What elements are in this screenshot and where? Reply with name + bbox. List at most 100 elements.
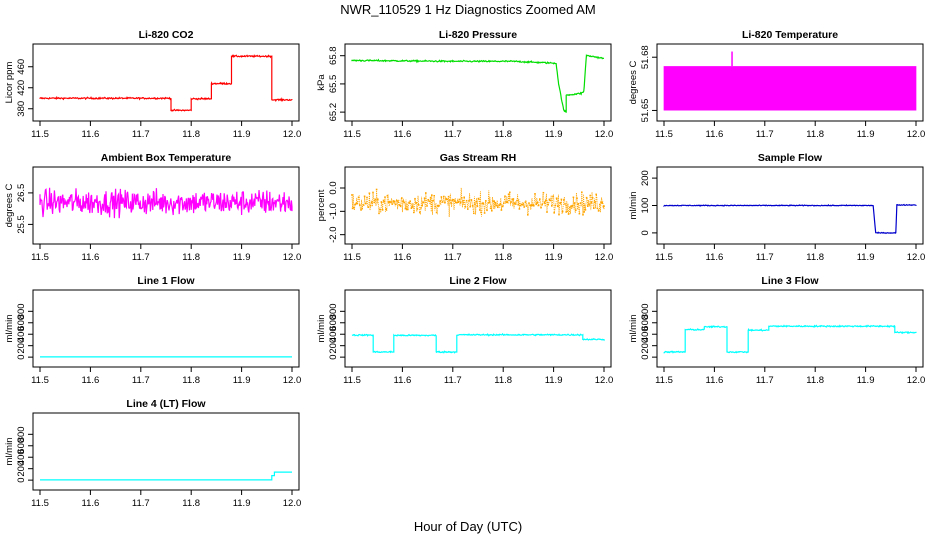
series-group bbox=[663, 203, 917, 235]
figure-xlabel: Hour of Day (UTC) bbox=[414, 519, 522, 534]
data-point bbox=[359, 204, 361, 206]
data-point bbox=[377, 198, 379, 201]
series-line bbox=[663, 203, 917, 235]
data-point bbox=[559, 201, 561, 204]
data-point bbox=[603, 205, 605, 207]
data-point bbox=[457, 201, 459, 203]
data-point bbox=[467, 208, 469, 210]
data-point bbox=[468, 200, 470, 202]
data-point bbox=[476, 205, 479, 208]
data-point bbox=[422, 201, 425, 204]
data-point bbox=[449, 199, 451, 201]
data-point bbox=[589, 194, 591, 197]
data-point bbox=[591, 196, 594, 199]
data-point bbox=[498, 204, 500, 206]
data-point bbox=[601, 202, 603, 204]
y-axis-label: ml/min bbox=[4, 438, 15, 466]
panel-ambient-box-temperature: Ambient Box Temperature 11.5 11.6 11.7 11.8 1… bbox=[4, 152, 301, 263]
data-point bbox=[367, 206, 369, 208]
data-point bbox=[455, 201, 457, 204]
data-point bbox=[438, 205, 440, 207]
y-tick-label: 400 bbox=[16, 326, 27, 342]
data-point bbox=[435, 211, 438, 214]
data-point bbox=[491, 209, 493, 212]
data-point bbox=[597, 210, 600, 212]
data-point bbox=[357, 196, 360, 199]
x-tick-label: 11.8 bbox=[494, 252, 512, 263]
data-point bbox=[414, 197, 416, 200]
data-point bbox=[547, 203, 549, 206]
data-point bbox=[423, 197, 426, 199]
series-group bbox=[351, 53, 605, 113]
y-tick-label: 51.68 bbox=[640, 45, 651, 69]
x-tick-label: 11.7 bbox=[756, 252, 774, 263]
x-tick-label: 11.9 bbox=[233, 498, 251, 509]
data-point bbox=[595, 193, 597, 196]
data-point bbox=[596, 207, 599, 210]
data-point bbox=[585, 196, 588, 199]
data-point bbox=[540, 206, 542, 209]
data-point bbox=[563, 199, 565, 201]
panel-title: Line 1 Flow bbox=[137, 275, 195, 287]
data-point bbox=[501, 205, 504, 208]
series-group bbox=[351, 332, 605, 354]
plot-frame bbox=[32, 289, 300, 368]
y-tick-label: -2.0 bbox=[328, 226, 339, 242]
x-tick-label: 12.0 bbox=[595, 375, 614, 386]
data-point bbox=[461, 197, 463, 199]
data-point bbox=[573, 202, 576, 204]
panel-title: Ambient Box Temperature bbox=[101, 152, 232, 164]
figure-title: NWR_110529 1 Hz Diagnostics Zoomed AM bbox=[340, 2, 596, 17]
panel-title: Line 4 (LT) Flow bbox=[126, 398, 206, 410]
data-point bbox=[516, 199, 518, 202]
panel-title: Li-820 CO2 bbox=[139, 29, 194, 41]
data-point bbox=[528, 202, 530, 204]
data-point bbox=[489, 207, 492, 210]
data-point bbox=[374, 198, 377, 201]
y-tick-label: 25.5 bbox=[16, 215, 27, 234]
y-tick-label: 400 bbox=[16, 449, 27, 465]
x-tick-label: 11.9 bbox=[545, 129, 563, 140]
x-tick-label: 11.7 bbox=[756, 129, 774, 140]
data-point bbox=[524, 201, 527, 203]
data-point bbox=[432, 199, 434, 202]
data-point bbox=[409, 200, 411, 203]
data-point bbox=[543, 201, 546, 203]
data-point bbox=[566, 210, 569, 213]
data-point bbox=[475, 200, 477, 203]
series-group bbox=[663, 324, 917, 354]
data-point bbox=[486, 209, 488, 212]
panel-title: Line 3 Flow bbox=[761, 275, 819, 287]
x-tick-label: 11.6 bbox=[706, 375, 724, 386]
x-tick-label: 11.5 bbox=[343, 252, 361, 263]
data-point bbox=[361, 207, 363, 210]
y-tick-label: 800 bbox=[328, 303, 339, 319]
data-point bbox=[355, 202, 357, 205]
data-point bbox=[426, 205, 428, 207]
data-point bbox=[500, 209, 503, 211]
data-point bbox=[428, 200, 431, 203]
data-point bbox=[413, 211, 415, 214]
data-point bbox=[507, 193, 510, 196]
data-point bbox=[587, 205, 589, 207]
data-point bbox=[479, 209, 481, 211]
panel-line-4-lt-flow: Line 4 (LT) Flow 11.5 11.6 11.7 11.8 11.9 12.0… bbox=[4, 398, 301, 509]
data-point bbox=[427, 199, 429, 201]
x-tick-label: 11.5 bbox=[655, 375, 673, 386]
x-tick-label: 11.5 bbox=[655, 252, 673, 263]
y-axis-label: ml/min bbox=[4, 315, 15, 343]
y-tick-label: 800 bbox=[640, 303, 651, 319]
data-point bbox=[523, 206, 525, 208]
data-point bbox=[439, 200, 441, 202]
x-tick-label: 12.0 bbox=[907, 375, 926, 386]
x-tick-label: 11.5 bbox=[31, 252, 49, 263]
data-point bbox=[503, 202, 505, 204]
x-tick-label: 11.6 bbox=[394, 129, 412, 140]
y-axis-label: degrees C bbox=[4, 183, 15, 227]
panel-title: Li-820 Temperature bbox=[742, 29, 838, 41]
data-point bbox=[510, 201, 512, 203]
panel-title: Gas Stream RH bbox=[440, 152, 516, 164]
data-point bbox=[551, 205, 553, 207]
x-tick-label: 11.8 bbox=[182, 498, 200, 509]
data-point bbox=[456, 201, 458, 204]
